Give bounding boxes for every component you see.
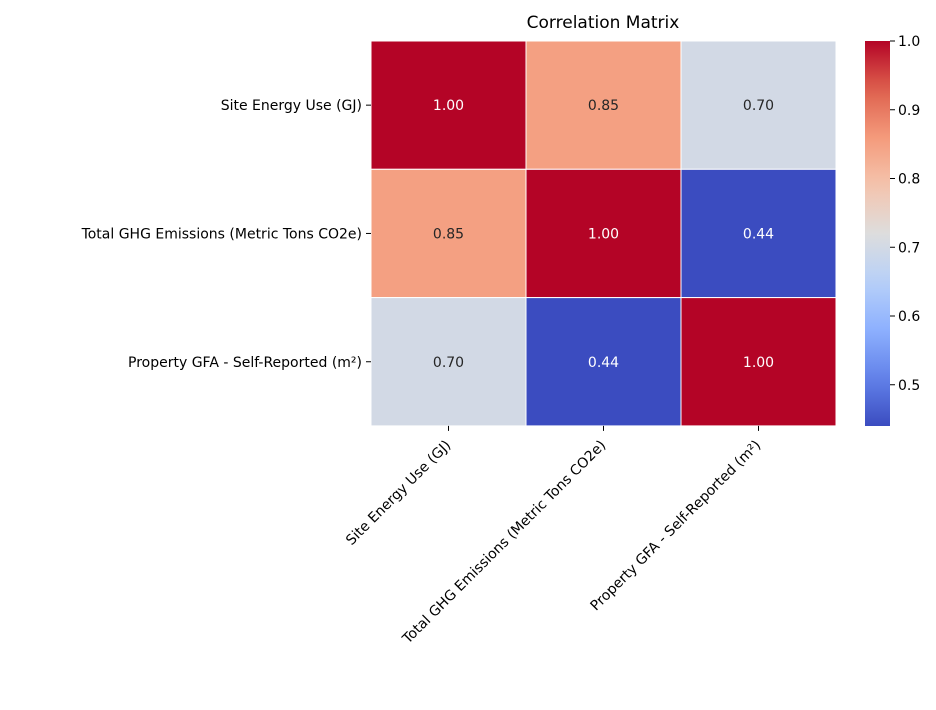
chart-title: Correlation Matrix	[527, 13, 680, 33]
colorbar-tick-label: 0.7	[898, 240, 920, 256]
y-axis: Site Energy Use (GJ) Total GHG Emissions …	[81, 98, 371, 371]
cell-value-label: 0.70	[743, 98, 774, 114]
colorbar-tick-label: 0.6	[898, 309, 920, 325]
y-tick-label: Total GHG Emissions (Metric Tons CO2e)	[81, 226, 362, 242]
colorbar-tick-label: 0.8	[898, 172, 920, 188]
cell-value-label: 0.70	[433, 355, 464, 371]
heatmap-cells	[370, 40, 837, 427]
colorbar-tick-label: 0.9	[898, 103, 920, 119]
cell-value-label: 1.00	[743, 355, 774, 371]
heatmap-cell	[370, 40, 527, 170]
colorbar-tick-label: 1.0	[898, 34, 920, 50]
x-axis: Site Energy Use (GJ)Total GHG Emissions …	[343, 425, 765, 648]
cell-value-label: 1.00	[588, 226, 619, 242]
cell-value-label: 0.85	[433, 226, 464, 242]
x-tick-label: Property GFA - Self-Reported (m²)	[588, 437, 765, 614]
cell-value-label: 0.44	[588, 355, 619, 371]
x-tick-label: Site Energy Use (GJ)	[343, 437, 454, 548]
heatmap-cell	[525, 40, 682, 170]
heatmap-cell	[370, 168, 527, 299]
heatmap-cell	[525, 297, 682, 427]
cell-value-label: 0.85	[588, 98, 619, 114]
cell-value-label: 1.00	[433, 98, 464, 114]
colorbar: 0.5 0.6 0.7 0.8 0.9 1.0	[865, 34, 920, 426]
heatmap-cell	[680, 168, 837, 299]
heatmap-cell-labels: 1.00 0.85 0.70 0.85 1.00 0.44 0.70 0.44 1.00	[433, 98, 774, 371]
heatmap-cell	[525, 168, 682, 299]
y-tick-label: Property GFA - Self-Reported (m²)	[128, 355, 362, 371]
colorbar-gradient	[865, 41, 890, 426]
colorbar-tick-label: 0.5	[898, 378, 920, 394]
y-tick-label: Site Energy Use (GJ)	[221, 98, 362, 114]
cell-value-label: 0.44	[743, 226, 774, 242]
heatmap-cell	[680, 40, 837, 170]
